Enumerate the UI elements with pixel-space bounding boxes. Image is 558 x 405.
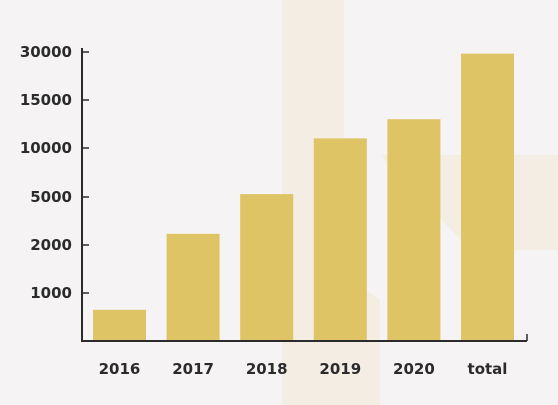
x-tick-label-2016: 2016 bbox=[99, 360, 141, 378]
bars-layer bbox=[93, 53, 514, 341]
y-axis: 1000 2000 5000 10000 15000 30000 bbox=[20, 43, 89, 341]
x-tick-label-total: total bbox=[468, 360, 508, 378]
x-tick-label-2017: 2017 bbox=[172, 360, 214, 378]
x-tick-label-2018: 2018 bbox=[246, 360, 288, 378]
bar-2020 bbox=[387, 119, 441, 341]
x-tick-label-2020: 2020 bbox=[393, 360, 435, 378]
bar-total bbox=[461, 53, 514, 341]
y-tick-label: 2000 bbox=[30, 236, 72, 254]
x-axis: 2016 2017 2018 2019 2020 total bbox=[81, 334, 528, 378]
x-tick-label-2019: 2019 bbox=[319, 360, 361, 378]
bar-2019 bbox=[313, 138, 367, 341]
y-tick-label: 1000 bbox=[30, 284, 72, 302]
bar-2017 bbox=[166, 233, 220, 341]
bar-2018 bbox=[240, 194, 294, 341]
y-tick-label: 30000 bbox=[20, 43, 72, 61]
y-tick-label: 15000 bbox=[20, 91, 72, 109]
y-tick-label: 5000 bbox=[30, 188, 72, 206]
bar-2016 bbox=[93, 309, 146, 341]
y-tick-label: 10000 bbox=[20, 139, 72, 157]
